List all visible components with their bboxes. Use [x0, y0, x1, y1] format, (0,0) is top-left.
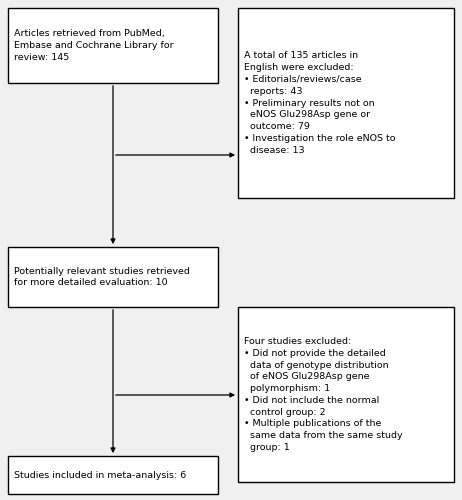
Text: Studies included in meta-analysis: 6: Studies included in meta-analysis: 6	[14, 470, 186, 480]
Bar	[8, 247, 218, 307]
Text: Potentially relevant studies retrieved
for more detailed evaluation: 10: Potentially relevant studies retrieved f…	[14, 266, 190, 287]
Text: Articles retrieved from PubMed,
Embase and Cochrane Library for
review: 145: Articles retrieved from PubMed, Embase a…	[14, 29, 174, 62]
Bar	[238, 307, 454, 482]
Bar	[238, 8, 454, 198]
Bar	[8, 456, 218, 494]
Text: Four studies excluded:
• Did not provide the detailed
  data of genotype distrib: Four studies excluded: • Did not provide…	[244, 337, 402, 452]
Text: A total of 135 articles in
English were excluded:
• Editorials/reviews/case
  re: A total of 135 articles in English were …	[244, 52, 395, 154]
Bar	[8, 8, 218, 83]
